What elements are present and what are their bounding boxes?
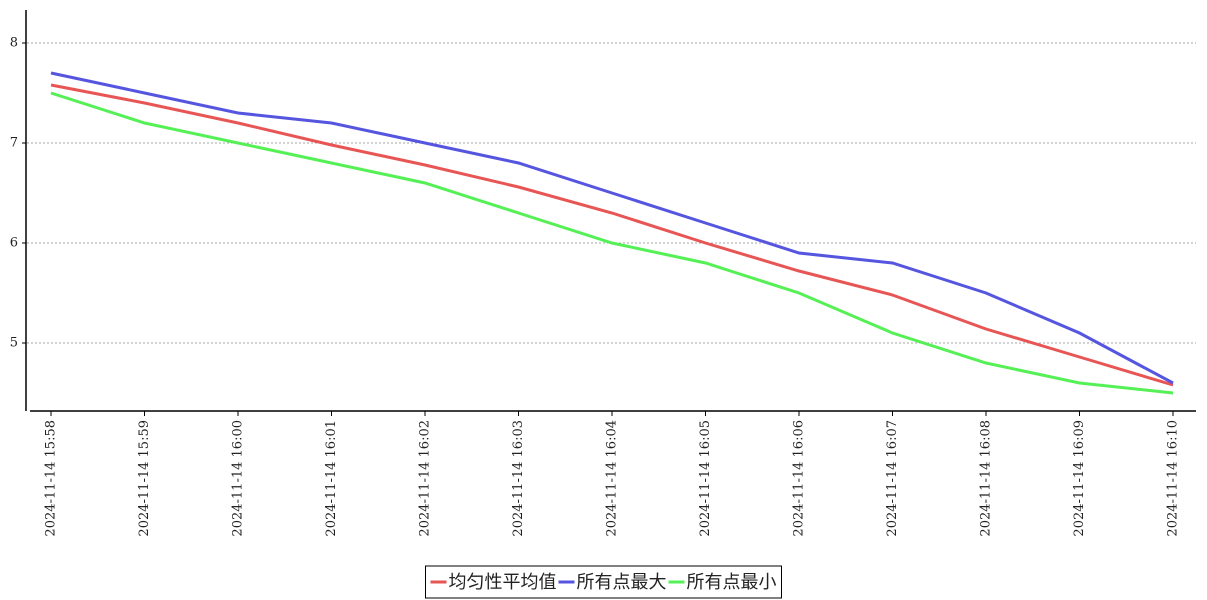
x-tick-label: 2024-11-14 15:59 bbox=[137, 420, 152, 537]
x-tick-label: 2024-11-14 16:02 bbox=[418, 420, 433, 537]
x-tick-label: 2024-11-14 16:08 bbox=[979, 420, 994, 537]
x-tick-label: 2024-11-14 16:05 bbox=[698, 420, 713, 537]
legend-label: 所有点最大 bbox=[577, 572, 667, 593]
x-tick-label: 2024-11-14 16:04 bbox=[605, 420, 620, 537]
x-tick-label: 2024-11-14 16:03 bbox=[511, 420, 526, 537]
y-tick-label: 8 bbox=[10, 36, 18, 51]
y-tick-label: 6 bbox=[10, 236, 18, 251]
x-tick-label: 2024-11-14 16:01 bbox=[324, 420, 339, 537]
x-tick-label: 2024-11-14 15:58 bbox=[44, 420, 59, 537]
x-tick-label: 2024-11-14 16:10 bbox=[1166, 420, 1181, 537]
x-tick-label: 2024-11-14 16:06 bbox=[792, 420, 807, 537]
legend-label: 所有点最小 bbox=[687, 572, 777, 593]
y-tick-label: 5 bbox=[10, 336, 18, 351]
x-tick-label: 2024-11-14 16:00 bbox=[231, 420, 246, 537]
line-series bbox=[50, 71, 1174, 385]
line-series bbox=[50, 91, 1174, 395]
line-series bbox=[50, 83, 1174, 387]
y-tick-label: 7 bbox=[10, 136, 18, 151]
x-tick-label: 2024-11-14 16:09 bbox=[1072, 420, 1087, 537]
x-tick-label: 2024-11-14 16:07 bbox=[885, 420, 900, 537]
legend-label: 均匀性平均值 bbox=[449, 572, 557, 593]
legend-box bbox=[425, 565, 782, 599]
legend: 均匀性平均值 所有点最大 所有点最小 bbox=[425, 565, 782, 599]
